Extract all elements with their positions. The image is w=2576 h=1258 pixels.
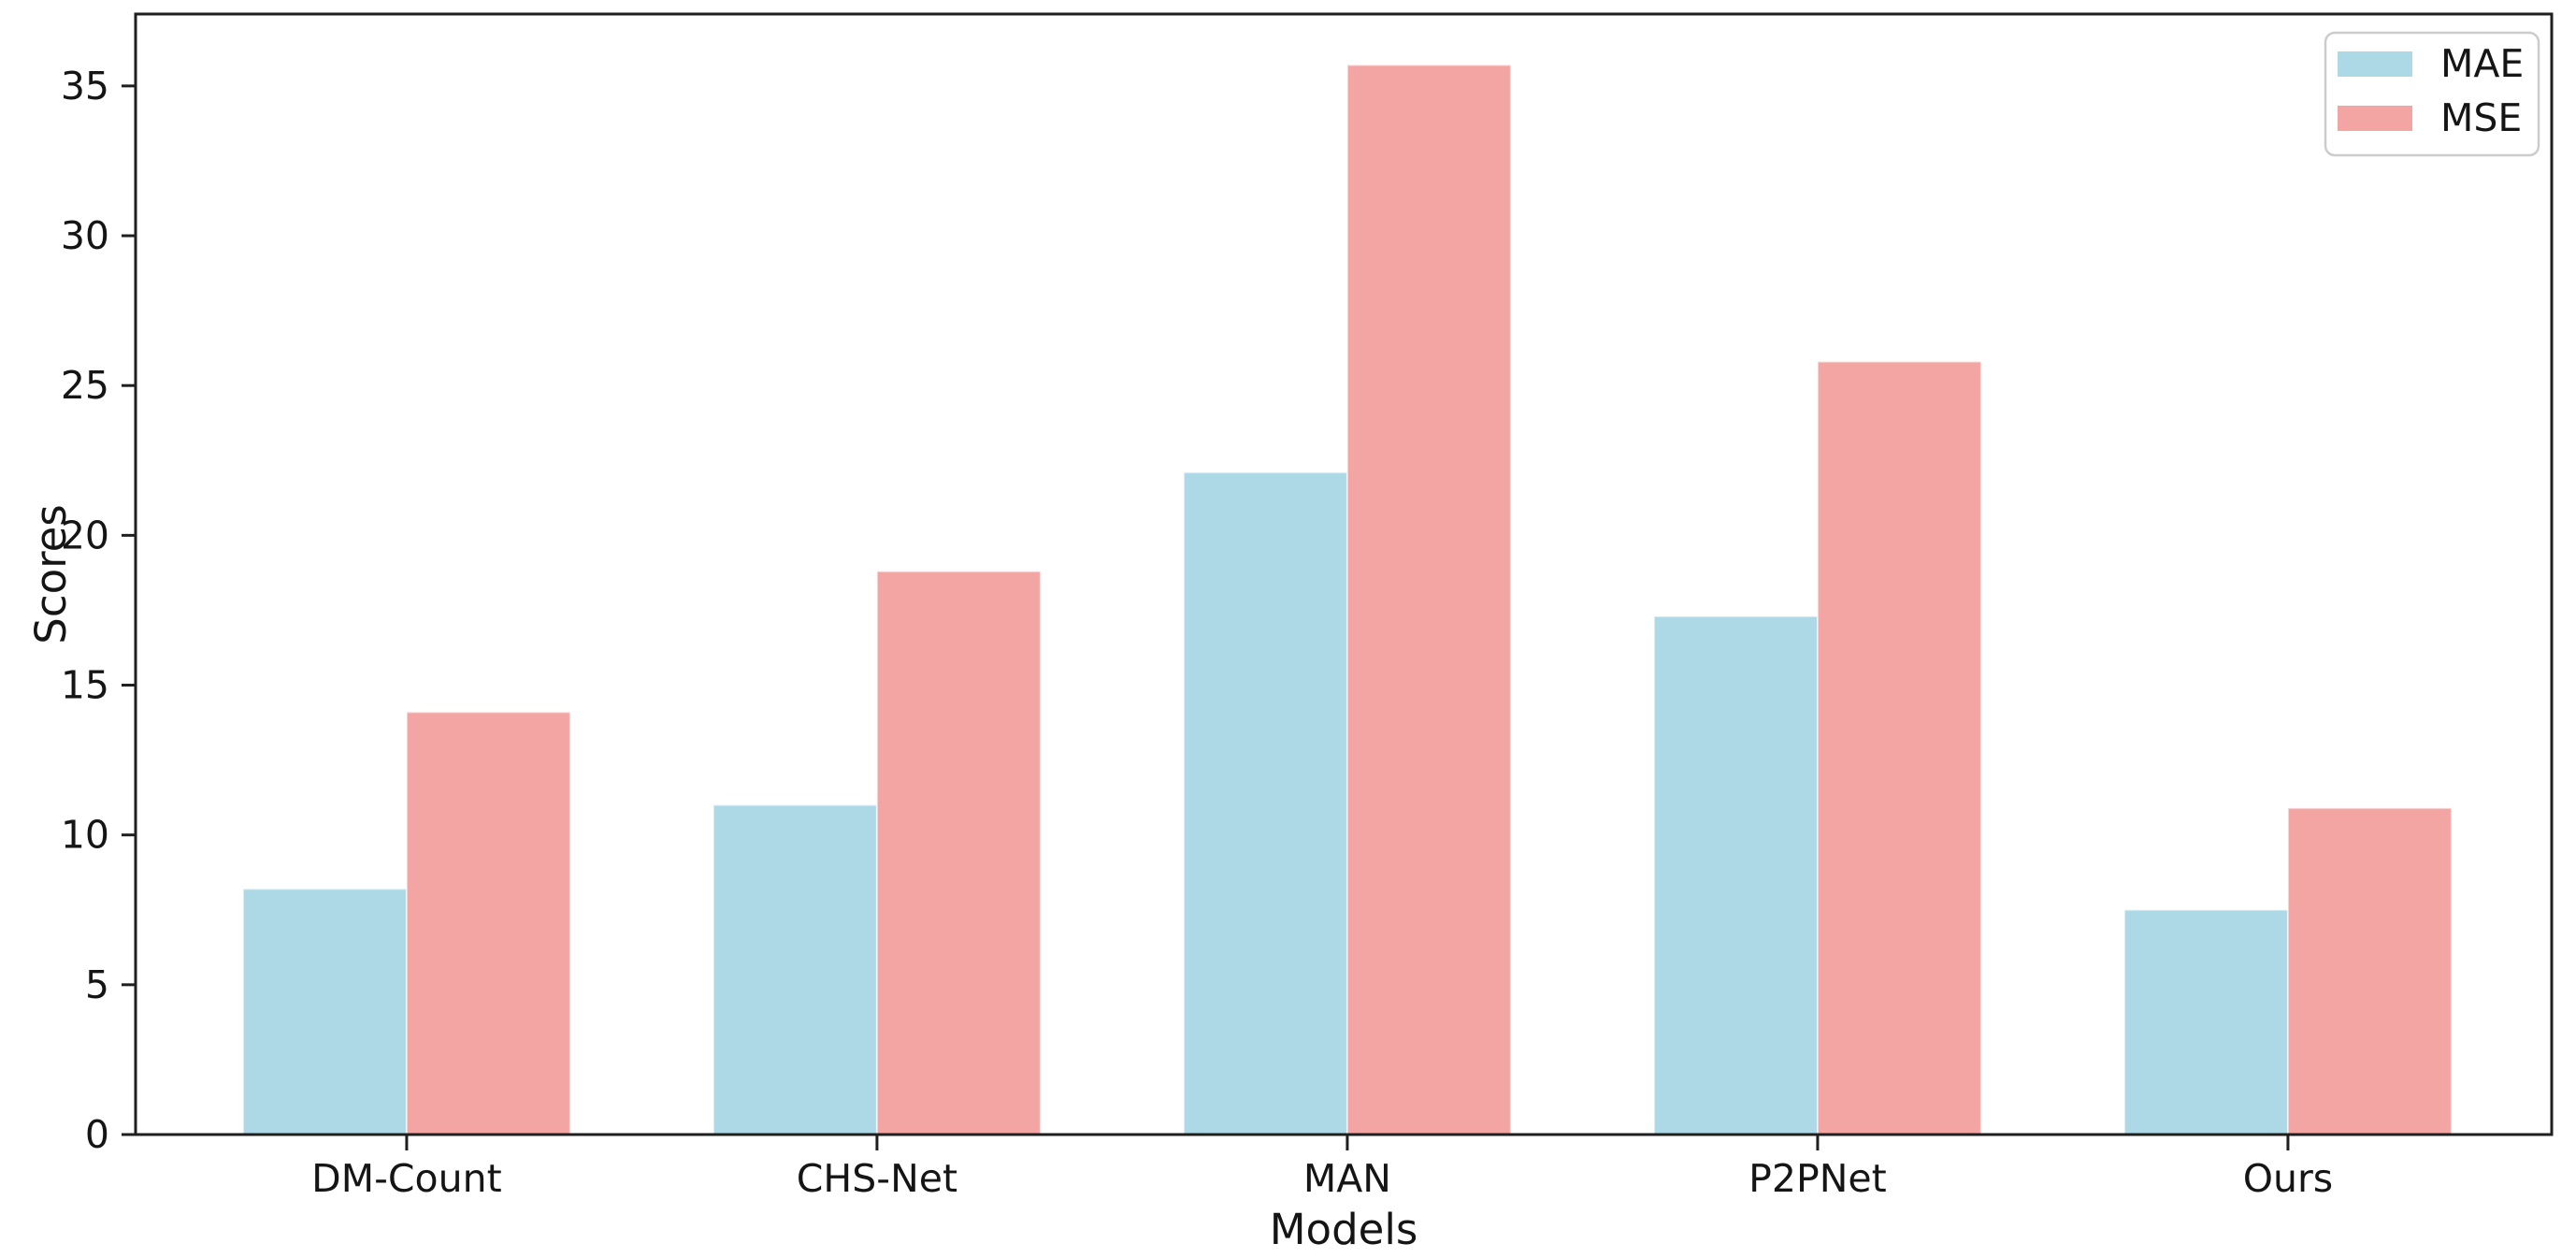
y-tick-label-10: 10 <box>61 813 109 858</box>
bar-mae-dm-count <box>241 888 408 1136</box>
bar-mae-p2pnet <box>1652 615 1819 1135</box>
x-tick-label-dm-count: DM-Count <box>311 1156 502 1201</box>
x-tick-label-ours: Ours <box>2243 1156 2333 1201</box>
plot-frame <box>134 12 2554 1136</box>
y-axis-label: Scores <box>26 504 76 643</box>
x-tick-label-p2pnet: P2PNet <box>1749 1156 1887 1201</box>
legend-swatch-mse <box>2338 106 2412 131</box>
y-tick-label-35: 35 <box>61 64 109 108</box>
bar-mse-dm-count <box>405 711 571 1135</box>
y-tick-label-15: 15 <box>61 663 109 708</box>
y-tick-label-20: 20 <box>61 513 109 557</box>
bar-mae-ours <box>2123 908 2289 1135</box>
bar-mse-ours <box>2286 806 2453 1135</box>
legend-swatch-mae <box>2338 51 2412 77</box>
y-tick-label-25: 25 <box>61 363 109 408</box>
legend-label-mae: MAE <box>2440 41 2524 86</box>
bar-mse-chs-net <box>875 570 1042 1135</box>
x-axis-label: Models <box>1270 1205 1418 1254</box>
bar-mae-man <box>1182 471 1348 1136</box>
bar-mae-chs-net <box>712 803 878 1135</box>
x-tick-label-chs-net: CHS-Net <box>797 1156 957 1201</box>
bar-mse-p2pnet <box>1816 360 1982 1135</box>
y-tick-label-0: 0 <box>85 1112 109 1157</box>
y-tick-label-5: 5 <box>85 962 109 1007</box>
y-tick-label-30: 30 <box>61 213 109 258</box>
x-tick-label-man: MAN <box>1303 1156 1391 1201</box>
bar-mse-man <box>1346 64 1512 1135</box>
legend-label-mse: MSE <box>2440 95 2522 140</box>
